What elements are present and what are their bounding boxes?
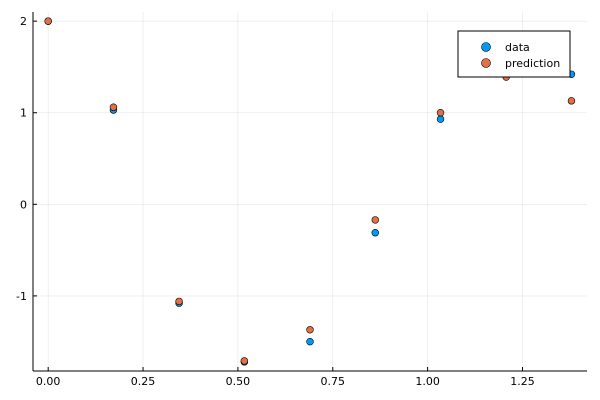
data-point <box>175 297 183 306</box>
axes <box>32 12 587 372</box>
x-tick-label: 0.50 <box>226 375 251 388</box>
x-tick-labels: 0.00 0.25 0.50 0.75 1.00 1.25 <box>36 375 535 388</box>
y-tick-label: 0 <box>20 198 27 211</box>
x-tick-label: 0.25 <box>131 375 156 388</box>
data-point <box>436 115 445 123</box>
data-point <box>371 229 379 237</box>
y-tick-label: -1 <box>16 290 27 303</box>
data-point <box>44 17 52 25</box>
data-point <box>240 357 249 365</box>
x-tick-label: 1.25 <box>510 375 535 388</box>
x-tick-label: 0.75 <box>321 375 346 388</box>
y-tick-label: 1 <box>20 107 27 120</box>
legend-marker <box>481 42 491 52</box>
data-point <box>436 109 445 117</box>
legend: data prediction <box>457 30 571 78</box>
data-point <box>306 326 314 334</box>
legend-box <box>457 30 571 78</box>
y-tick-label: 2 <box>20 15 27 28</box>
x-tick-label: 1.00 <box>415 375 440 388</box>
data-point <box>109 103 118 111</box>
data-point <box>306 337 314 346</box>
legend-label: data <box>505 41 530 54</box>
x-tick-label: 0.00 <box>36 375 61 388</box>
legend-label: prediction <box>505 57 560 70</box>
data-point <box>567 97 576 105</box>
legend-marker <box>481 58 491 68</box>
data-point <box>371 216 379 224</box>
y-tick-labels: -1 0 1 2 <box>16 15 27 303</box>
